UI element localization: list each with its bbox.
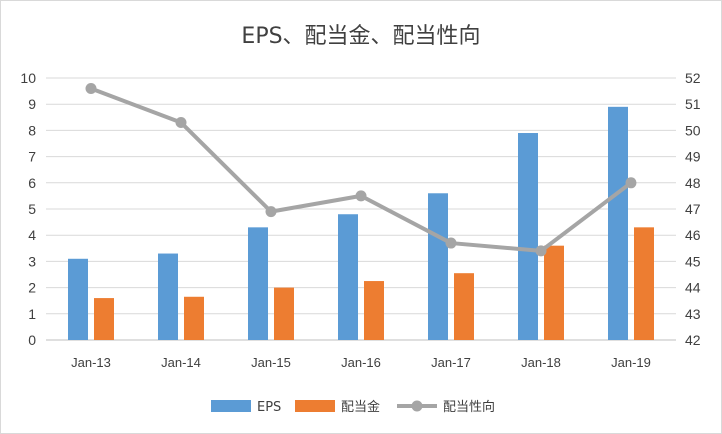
payout-ratio-line [90,86,633,253]
bar-dividend [184,296,204,340]
x-tick-label: Jan-16 [341,355,381,370]
bar-eps [338,214,358,340]
bar-series [68,106,654,340]
bar-dividend [364,281,384,340]
line-series [85,82,637,257]
y-tick-label: 7 [28,149,36,165]
bar-dividend [634,227,654,340]
right-axis-ticks: 42 43 44 45 46 47 48 49 50 51 52 [685,70,701,348]
y-tick-label: 1 [28,306,36,322]
y2-tick-label: 45 [685,253,701,269]
legend: EPS 配当金 配当性向 [211,399,495,415]
x-tick-label: Jan-19 [611,355,651,370]
chart-title: EPS、配当金、配当性向 [241,24,480,49]
y2-tick-label: 42 [685,332,701,348]
payout-ratio-point [85,82,97,94]
y-tick-label: 8 [28,122,36,138]
bar-dividend [544,245,564,340]
payout-ratio-point [445,237,457,249]
y-tick-label: 2 [28,280,36,296]
bar-eps [68,258,88,340]
bar-eps [158,253,178,340]
x-tick-label: Jan-14 [161,355,201,370]
x-tick-label: Jan-17 [431,355,471,370]
legend-swatch [295,400,335,412]
y2-tick-label: 43 [685,306,701,322]
x-tick-label: Jan-15 [251,355,291,370]
y2-tick-label: 52 [685,70,701,86]
legend-label: 配当金 [341,399,380,415]
y-tick-label: 5 [28,201,36,217]
payout-ratio-point [265,206,277,218]
y2-tick-label: 50 [685,122,701,138]
y-tick-label: 9 [28,96,36,112]
legend-marker [411,400,423,412]
y2-tick-label: 49 [685,149,701,165]
x-tick-label: Jan-18 [521,355,561,370]
y2-tick-label: 46 [685,227,701,243]
left-axis-ticks: 0 1 2 3 4 5 6 7 8 9 10 [20,70,36,348]
bar-dividend [454,273,474,340]
y2-tick-label: 48 [685,175,701,191]
y-tick-label: 0 [28,332,36,348]
legend-label: EPS [257,400,281,415]
bar-eps [608,106,628,340]
legend-label: 配当性向 [443,399,495,415]
x-axis-ticks: Jan-13 Jan-14 Jan-15 Jan-16 Jan-17 Jan-18 Jan-… [71,355,651,370]
x-tick-label: Jan-13 [71,355,111,370]
y2-tick-label: 47 [685,201,701,217]
y2-tick-label: 44 [685,280,701,296]
gridlines [46,77,676,341]
payout-ratio-point [625,177,637,189]
y2-tick-label: 51 [685,96,701,112]
bar-eps [428,193,448,340]
bar-eps [248,227,268,340]
y-tick-label: 3 [28,253,36,269]
y-tick-label: 6 [28,175,36,191]
payout-ratio-point [355,190,367,202]
y-tick-label: 4 [28,227,36,243]
bar-eps [518,133,538,340]
legend-swatch [211,400,251,412]
bar-dividend [94,298,114,340]
bar-dividend [274,287,294,340]
y-tick-label: 10 [20,70,36,86]
payout-ratio-point [175,117,187,129]
payout-ratio-point [535,245,547,257]
